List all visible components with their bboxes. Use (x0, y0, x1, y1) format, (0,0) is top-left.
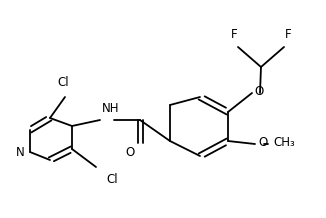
Text: O: O (254, 85, 263, 99)
Text: F: F (285, 28, 291, 41)
Text: Cl: Cl (106, 173, 118, 186)
Text: CH₃: CH₃ (273, 136, 295, 150)
Text: O: O (126, 146, 135, 159)
Text: F: F (231, 28, 237, 41)
Text: NH: NH (102, 102, 120, 115)
Text: N: N (16, 145, 25, 158)
Text: Cl: Cl (57, 76, 69, 89)
Text: O: O (258, 136, 267, 150)
